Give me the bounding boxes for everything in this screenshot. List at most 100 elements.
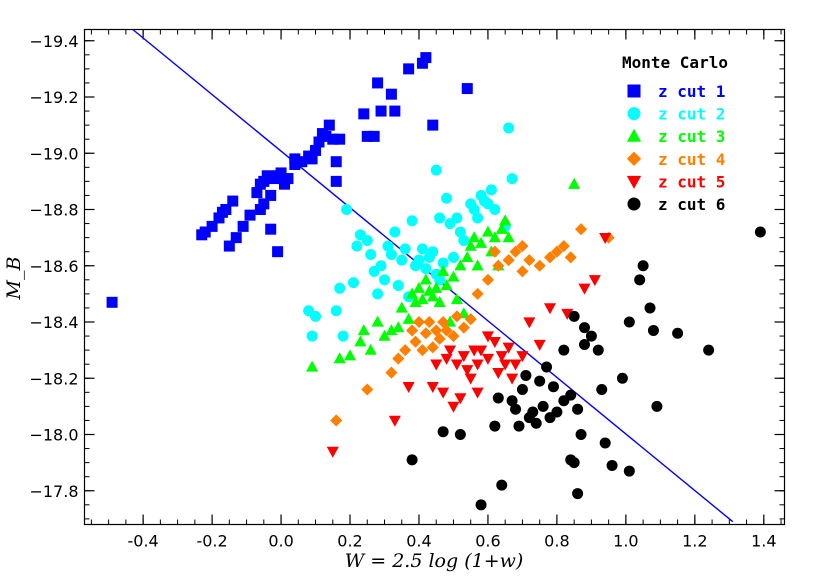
data-point-series-1: [237, 220, 249, 232]
data-point-series-6: [534, 375, 546, 387]
data-point-series-4: [523, 254, 536, 267]
data-point-series-2: [396, 254, 408, 266]
data-point-series-2: [485, 184, 497, 196]
data-point-series-1: [330, 156, 342, 168]
data-point-series-1: [289, 159, 301, 170]
data-point-series-3: [499, 214, 512, 226]
data-point-series-1: [330, 175, 342, 187]
data-point-series-5: [388, 415, 401, 427]
data-point-series-1: [223, 240, 235, 252]
data-point-series-5: [326, 446, 339, 458]
y-tick-label: −19.4: [29, 32, 78, 51]
data-point-series-6: [496, 479, 508, 491]
data-point-series-4: [433, 332, 446, 345]
data-point-series-4: [457, 321, 470, 334]
data-point-series-6: [651, 400, 663, 412]
data-point-series-6: [616, 372, 628, 384]
data-point-series-3: [412, 281, 426, 293]
data-point-series-3: [426, 290, 439, 302]
data-point-series-3: [450, 293, 463, 305]
x-tick-label: 0.4: [406, 532, 431, 551]
data-point-series-1: [199, 226, 211, 238]
y-tick-label: −18.8: [29, 201, 78, 220]
data-point-series-3: [343, 349, 357, 361]
data-point-series-5: [578, 283, 591, 295]
data-point-series-3: [306, 360, 319, 372]
data-point-series-3: [409, 295, 422, 307]
data-point-series-3: [495, 222, 508, 234]
x-tick-label: -0.4: [128, 532, 159, 551]
data-point-series-3: [378, 329, 391, 341]
data-point-series-2: [382, 240, 394, 252]
data-point-series-2: [406, 215, 418, 227]
legend-marker-4: [626, 151, 642, 166]
data-point-series-4: [419, 327, 432, 340]
x-axis-title: W = 2.5 log (1+w): [345, 550, 524, 572]
data-point-series-3: [433, 295, 446, 307]
data-point-series-2: [365, 249, 377, 260]
data-point-series-3: [568, 177, 581, 189]
data-point-series-4: [412, 315, 426, 329]
data-point-series-1: [310, 144, 322, 156]
data-point-series-3: [471, 259, 484, 271]
x-axis-ticks: -0.4 -0.2 0.0 0.2 0.4 0.6 0.8 1.0 1.2 1.4: [90, 29, 782, 551]
data-point-series-2: [468, 204, 480, 215]
data-point-series-2: [310, 310, 322, 322]
y-tick-label: −18.0: [29, 426, 78, 445]
data-point-series-6: [579, 339, 590, 350]
data-point-series-6: [454, 429, 466, 440]
data-point-series-1: [327, 133, 339, 145]
data-points: [106, 52, 766, 511]
data-point-series-2: [379, 274, 390, 286]
data-point-series-5: [543, 303, 557, 315]
data-point-series-4: [481, 273, 494, 286]
data-point-series-2: [341, 204, 353, 215]
data-point-series-4: [416, 344, 429, 357]
data-point-series-1: [368, 130, 380, 142]
data-point-series-3: [357, 324, 370, 336]
legend-label-2: z cut 2: [658, 105, 725, 124]
data-point-series-2: [334, 282, 346, 294]
data-point-series-6: [506, 395, 518, 407]
data-point-series-3: [416, 293, 429, 305]
data-point-series-2: [441, 192, 453, 204]
data-point-series-3: [440, 279, 453, 291]
data-point-series-3: [464, 239, 477, 251]
data-point-series-4: [426, 341, 439, 354]
data-point-series-5: [402, 382, 415, 394]
data-point-series-4: [564, 251, 577, 264]
data-point-series-6: [547, 381, 559, 393]
data-point-series-5: [488, 337, 501, 349]
data-point-series-2: [434, 212, 446, 224]
data-point-series-3: [430, 281, 443, 293]
data-point-series-1: [385, 88, 397, 100]
data-point-series-4: [409, 335, 422, 348]
data-point-series-2: [385, 249, 397, 260]
data-point-series-5: [440, 353, 453, 365]
data-point-series-6: [558, 344, 570, 356]
data-point-series-4: [543, 251, 557, 264]
data-point-series-1: [313, 136, 325, 148]
legend-marker-2: [627, 107, 641, 121]
data-point-series-1: [416, 57, 428, 69]
data-point-series-1: [361, 130, 373, 142]
data-point-series-3: [385, 324, 398, 336]
y-tick-label: −19.2: [29, 88, 78, 107]
data-point-series-3: [354, 335, 367, 347]
data-point-series-2: [372, 288, 384, 300]
data-point-series-6: [568, 457, 580, 469]
legend-label-4: z cut 4: [658, 150, 725, 169]
data-point-series-1: [265, 223, 277, 235]
data-point-series-3: [395, 301, 408, 313]
data-point-series-2: [347, 277, 359, 289]
data-point-series-6: [592, 344, 604, 356]
data-point-series-1: [320, 130, 332, 142]
y-axis-title: M_B: [3, 257, 25, 301]
data-point-series-6: [575, 429, 587, 440]
legend-marker-1: [627, 84, 641, 98]
data-point-series-2: [416, 243, 428, 255]
data-point-series-4: [488, 245, 501, 258]
data-point-series-1: [227, 195, 239, 207]
data-point-series-1: [254, 204, 266, 215]
data-point-series-3: [481, 225, 494, 237]
